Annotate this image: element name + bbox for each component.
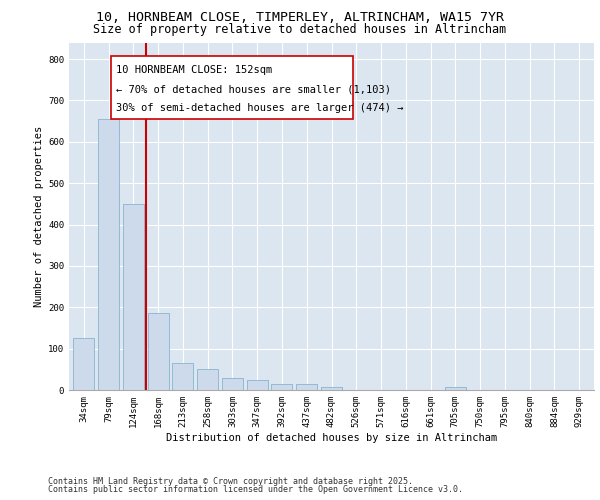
X-axis label: Distribution of detached houses by size in Altrincham: Distribution of detached houses by size … <box>166 432 497 442</box>
Bar <box>73 338 94 390</box>
Bar <box>247 380 268 390</box>
Bar <box>445 386 466 390</box>
Text: Contains public sector information licensed under the Open Government Licence v3: Contains public sector information licen… <box>48 485 463 494</box>
Bar <box>123 204 144 390</box>
Bar <box>222 378 243 390</box>
Text: 30% of semi-detached houses are larger (474) →: 30% of semi-detached houses are larger (… <box>116 104 404 114</box>
Bar <box>197 370 218 390</box>
Text: 10, HORNBEAM CLOSE, TIMPERLEY, ALTRINCHAM, WA15 7YR: 10, HORNBEAM CLOSE, TIMPERLEY, ALTRINCHA… <box>96 11 504 24</box>
Bar <box>172 363 193 390</box>
Bar <box>98 119 119 390</box>
Y-axis label: Number of detached properties: Number of detached properties <box>34 126 44 307</box>
Bar <box>271 384 292 390</box>
Bar <box>148 314 169 390</box>
Text: 10 HORNBEAM CLOSE: 152sqm: 10 HORNBEAM CLOSE: 152sqm <box>116 65 272 75</box>
Text: ← 70% of detached houses are smaller (1,103): ← 70% of detached houses are smaller (1,… <box>116 84 391 94</box>
FancyBboxPatch shape <box>111 56 353 119</box>
Bar <box>296 384 317 390</box>
Text: Size of property relative to detached houses in Altrincham: Size of property relative to detached ho… <box>94 22 506 36</box>
Bar <box>321 386 342 390</box>
Text: Contains HM Land Registry data © Crown copyright and database right 2025.: Contains HM Land Registry data © Crown c… <box>48 477 413 486</box>
